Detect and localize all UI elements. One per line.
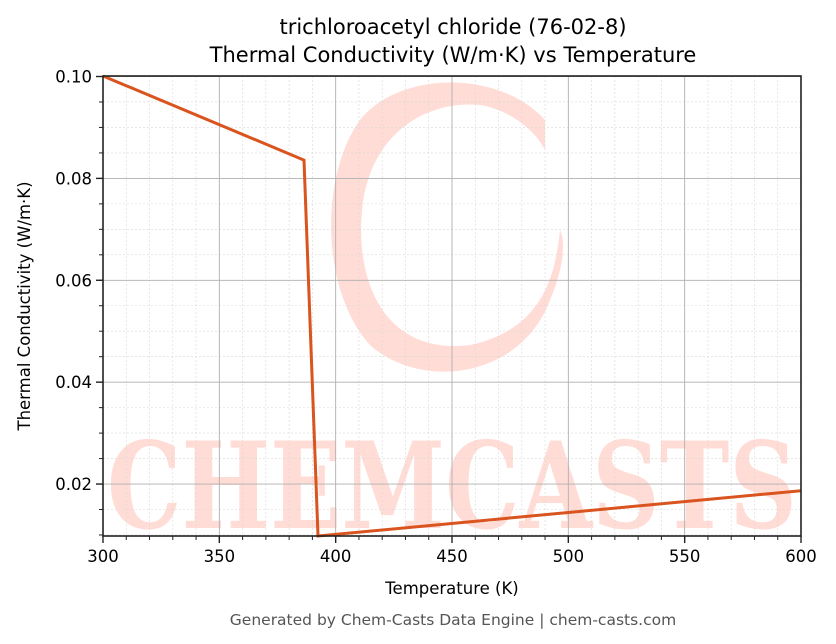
chart-title: trichloroacetyl chloride (76-02-8) bbox=[279, 15, 626, 39]
x-tick-label: 400 bbox=[320, 547, 352, 566]
y-tick-label: 0.02 bbox=[55, 475, 92, 494]
x-tick-label: 550 bbox=[669, 547, 701, 566]
x-axis-label: Temperature (K) bbox=[384, 579, 518, 598]
y-tick-label: 0.06 bbox=[55, 271, 92, 290]
data-series-line bbox=[102, 74, 802, 538]
footer-credit: Generated by Chem-Casts Data Engine | ch… bbox=[230, 611, 676, 629]
x-tick-label: 600 bbox=[785, 547, 817, 566]
x-tick-label: 500 bbox=[553, 547, 585, 566]
x-tick-label: 350 bbox=[204, 547, 236, 566]
y-axis-ticks: 0.02 0.04 0.06 0.08 0.10 bbox=[55, 68, 103, 536]
chart-subtitle: Thermal Conductivity (W/m·K) vs Temperat… bbox=[209, 43, 697, 67]
y-tick-label: 0.04 bbox=[55, 373, 92, 392]
x-tick-label: 450 bbox=[436, 547, 468, 566]
y-tick-label: 0.08 bbox=[55, 169, 92, 188]
y-tick-label: 0.10 bbox=[55, 68, 92, 87]
y-axis-label: Thermal Conductivity (W/m·K) bbox=[15, 181, 34, 431]
x-axis-ticks: 300 350 400 450 500 550 600 bbox=[87, 536, 817, 566]
x-tick-label: 300 bbox=[87, 547, 119, 566]
